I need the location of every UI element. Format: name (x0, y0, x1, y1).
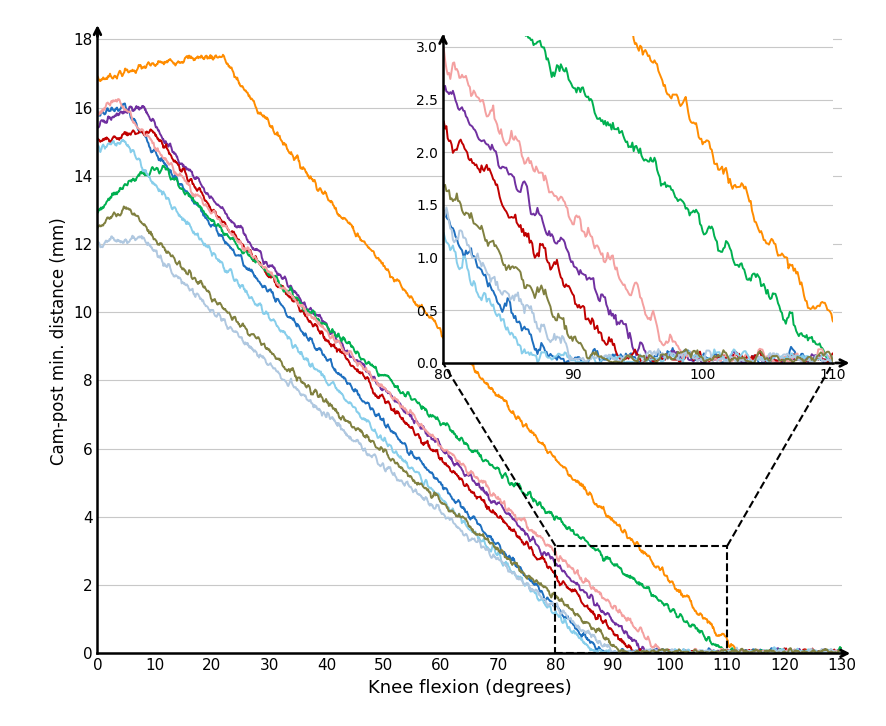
Bar (556, 546, 727, 653)
X-axis label: Knee flexion (degrees): Knee flexion (degrees) (368, 679, 571, 697)
Y-axis label: Cam-post min. distance (mm): Cam-post min. distance (mm) (50, 217, 67, 465)
